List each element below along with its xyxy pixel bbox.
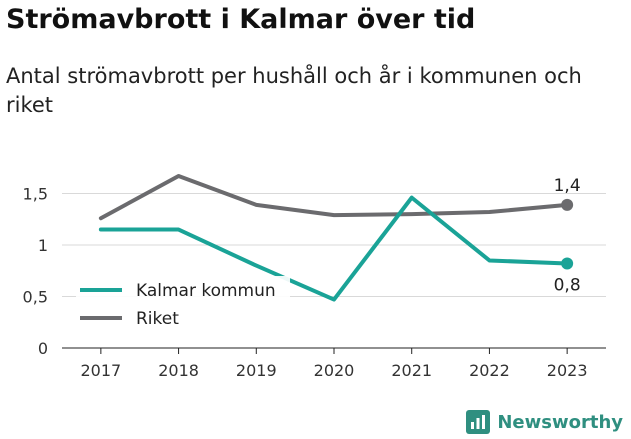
series-end-point [561, 257, 574, 270]
chart-subtitle: Antal strömavbrott per hushåll och år i … [6, 64, 582, 117]
newsworthy-brand: Newsworthy [465, 408, 623, 436]
y-tick-label: 0,5 [23, 288, 48, 307]
legend-label: Kalmar kommun [136, 281, 276, 301]
y-tick-label: 1,5 [23, 185, 48, 204]
series-line-kalmar-kommun [98, 195, 570, 302]
chart-title: Strömavbrott i Kalmar över tid [6, 4, 476, 35]
x-tick-label: 2020 [314, 361, 355, 380]
newsworthy-logo-icon [466, 410, 491, 434]
series-line-riket [98, 173, 570, 221]
y-tick-label: 0 [38, 339, 48, 358]
data-label-kalmar-end: 0,8 [554, 276, 581, 296]
x-tick-label: 2018 [158, 361, 199, 380]
x-tick-label: 2023 [547, 361, 588, 380]
x-tick-label: 2022 [469, 361, 510, 380]
x-tick-label: 2021 [391, 361, 432, 380]
x-tick-label: 2019 [236, 361, 277, 380]
x-tick-label: 2017 [80, 361, 121, 380]
data-label-riket-end: 1,4 [554, 176, 581, 196]
brand-name: Newsworthy [497, 411, 623, 433]
y-tick-label: 1 [38, 236, 48, 255]
series-end-point [561, 198, 574, 211]
legend-label: Riket [136, 309, 179, 329]
